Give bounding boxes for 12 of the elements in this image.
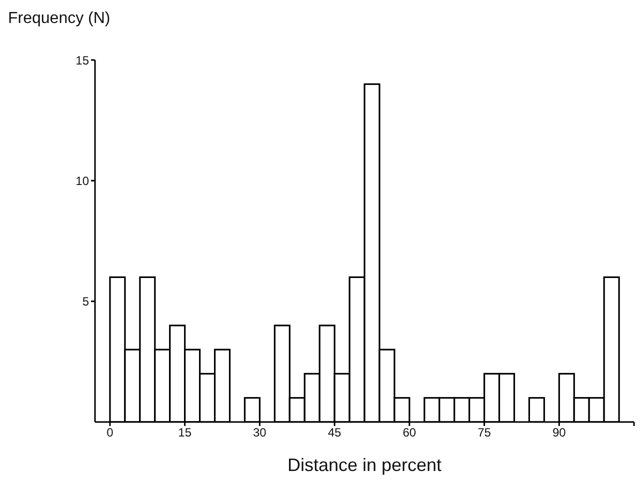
y-tick-label: 10 bbox=[76, 174, 90, 188]
x-tick-label: 75 bbox=[478, 426, 492, 440]
x-tick-label: 45 bbox=[328, 426, 342, 440]
y-tick-label: 15 bbox=[76, 53, 90, 68]
x-tick-label: 90 bbox=[552, 426, 566, 440]
x-tick-label: 60 bbox=[402, 426, 416, 440]
y-tick-label: 5 bbox=[82, 294, 90, 309]
x-axis-title: Distance in percent bbox=[286, 455, 443, 476]
x-tick-label: 15 bbox=[178, 426, 192, 440]
x-tick-label: 0 bbox=[106, 426, 114, 440]
x-tick-label: 30 bbox=[253, 426, 267, 440]
y-axis-title: Frequency (N) bbox=[8, 10, 110, 28]
